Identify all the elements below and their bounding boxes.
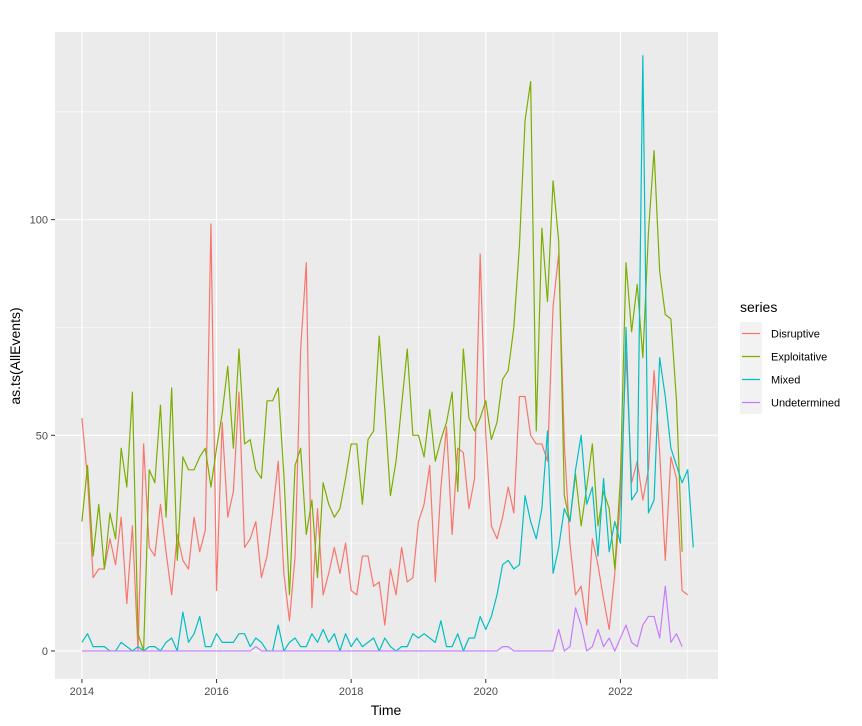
plot-panel — [55, 32, 718, 679]
series-line-exploitative — [81, 80, 683, 652]
x-axis: 2014 2016 2018 2020 2022 — [70, 679, 633, 698]
y-tick-label: 0 — [42, 646, 48, 658]
x-tick-label: 2018 — [339, 686, 363, 698]
y-axis: 0 50 100 — [30, 215, 55, 658]
legend-label-disruptive: Disruptive — [771, 329, 820, 341]
legend-label-mixed: Mixed — [771, 375, 800, 387]
legend-label-exploitative: Exploitative — [771, 352, 827, 364]
y-axis-title: as.ts(AllEvents) — [7, 307, 23, 404]
x-axis-title: Time — [371, 702, 402, 718]
x-tick-label: 2016 — [204, 686, 228, 698]
series-line-disruptive — [81, 223, 689, 652]
legend: series Disruptive Exploitative Mixed Undete… — [740, 299, 840, 414]
x-tick-label: 2022 — [608, 686, 632, 698]
major-gridlines — [55, 32, 718, 679]
legend-title: series — [740, 299, 777, 315]
x-tick-label: 2014 — [70, 686, 94, 698]
legend-label-undetermined: Undetermined — [771, 398, 840, 410]
y-tick-label: 100 — [30, 215, 48, 227]
series-lines — [81, 55, 694, 652]
series-line-undetermined — [81, 585, 683, 652]
x-tick-label: 2020 — [474, 686, 498, 698]
series-line-mixed — [81, 55, 694, 652]
y-tick-label: 50 — [36, 430, 48, 442]
